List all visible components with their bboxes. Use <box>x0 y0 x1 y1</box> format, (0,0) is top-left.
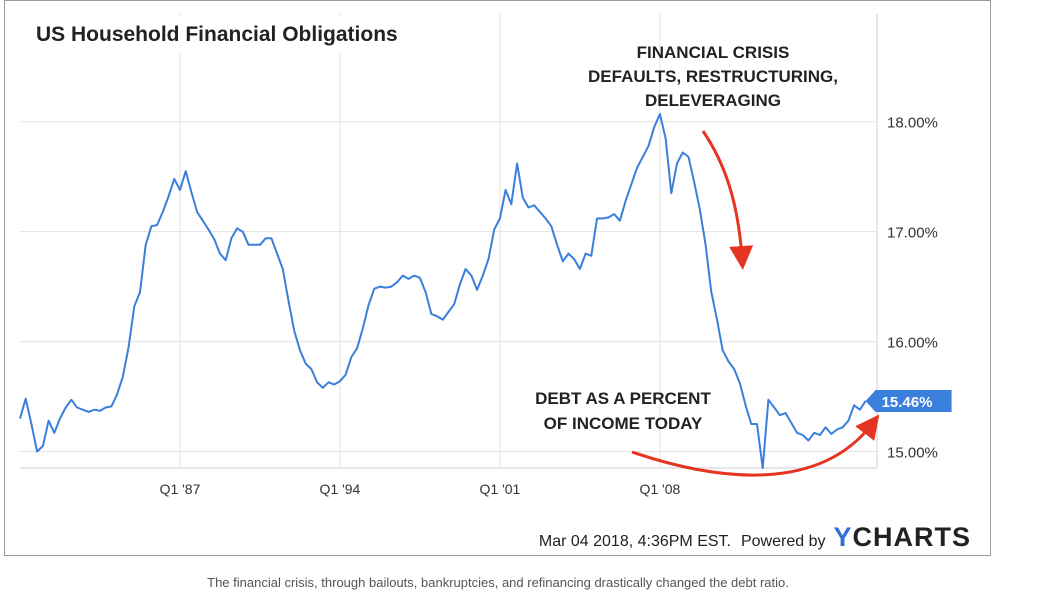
y-tick-label: 16.00% <box>887 335 938 352</box>
chart-title-box: US Household Financial Obligations <box>20 16 436 54</box>
x-tick-label: Q1 '01 <box>480 481 521 497</box>
annotation-debt-line: DEBT AS A PERCENT <box>535 389 711 408</box>
x-tick-label: Q1 '94 <box>320 481 361 497</box>
x-tick-label: Q1 '08 <box>639 481 680 497</box>
timestamp: Mar 04 2018, 4:36PM EST. <box>538 533 731 550</box>
annotation-crisis-line: DELEVERAGING <box>645 91 781 110</box>
ycharts-logo: YCHARTS <box>833 522 971 552</box>
crisis-arrow <box>701 130 754 270</box>
annotation-debt-line: OF INCOME TODAY <box>544 414 703 433</box>
series-line <box>19 113 867 469</box>
debt-arrow <box>631 414 880 477</box>
x-tick-label: Q1 '87 <box>160 481 201 497</box>
y-tick-label: 18.00% <box>887 115 938 132</box>
y-tick-label: 17.00% <box>887 225 938 242</box>
figure-caption: The financial crisis, through bailouts, … <box>207 575 789 590</box>
y-tick-label: 15.00% <box>887 445 938 462</box>
last-value-label: 15.46% <box>882 394 933 411</box>
chart-frame <box>4 0 991 556</box>
chart-title: US Household Financial Obligations <box>36 23 398 46</box>
last-value-badge <box>865 389 952 412</box>
powered-by-label: Powered by <box>740 533 826 550</box>
chart-footer: Mar 04 2018, 4:36PM EST. Powered by YCHA… <box>539 522 971 553</box>
annotation-crisis-line: FINANCIAL CRISIS <box>637 43 790 62</box>
annotation-crisis-line: DEFAULTS, RESTRUCTURING, <box>588 67 838 86</box>
